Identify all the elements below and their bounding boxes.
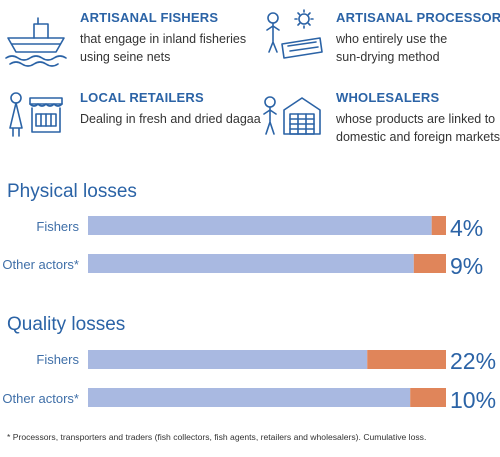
actor-title: ARTISANAL PROCESSORS xyxy=(336,10,500,25)
actor-description: Dealing in fresh and dried dagaa xyxy=(80,112,261,126)
actor-description: who entirely use the sun-drying method xyxy=(336,32,448,64)
fishing-boat-icon xyxy=(5,17,67,67)
category-label: Fishers xyxy=(36,219,79,234)
actor-retailers: LOCAL RETAILERS Dealing in fresh and dri… xyxy=(4,88,261,158)
chart-title-quality-losses: Quality losses xyxy=(7,314,126,335)
data-label: 9% xyxy=(450,253,484,279)
actor-title: WHOLESALERS xyxy=(336,90,440,105)
data-label: 22% xyxy=(450,348,497,374)
actor-wholesalers: WHOLESALERS whose products are linked to… xyxy=(260,88,500,158)
chart-title-physical-losses: Physical losses xyxy=(7,181,137,202)
category-label: Other actors* xyxy=(2,391,79,406)
category-label: Other actors* xyxy=(2,257,79,272)
sun-drying-processor-icon xyxy=(266,9,323,59)
bar-loss-segment xyxy=(413,254,446,273)
category-label: Fishers xyxy=(36,352,79,367)
bar-remaining-segment xyxy=(88,350,368,369)
actor-processors: ARTISANAL PROCESSORS who entirely use th… xyxy=(260,8,500,78)
market-stall-retailer-icon xyxy=(9,92,63,137)
actor-description: that engage in inland fisheries using sei… xyxy=(80,32,247,64)
actor-title: LOCAL RETAILERS xyxy=(80,90,204,105)
warehouse-wholesaler-icon xyxy=(263,96,321,135)
footnote: * Processors, transporters and traders (… xyxy=(7,432,427,442)
data-label: 4% xyxy=(450,215,484,241)
actor-description: whose products are linked to domestic and… xyxy=(336,112,500,144)
bar-remaining-segment xyxy=(88,216,432,235)
actor-title: ARTISANAL FISHERS xyxy=(80,10,219,25)
bar-loss-segment xyxy=(431,216,446,235)
bar-loss-segment xyxy=(367,350,446,369)
actor-fishers: ARTISANAL FISHERS that engage in inland … xyxy=(4,8,247,78)
bar-remaining-segment xyxy=(88,388,411,407)
bar-loss-segment xyxy=(410,388,446,407)
bar-remaining-segment xyxy=(88,254,414,273)
data-label: 10% xyxy=(450,387,497,413)
